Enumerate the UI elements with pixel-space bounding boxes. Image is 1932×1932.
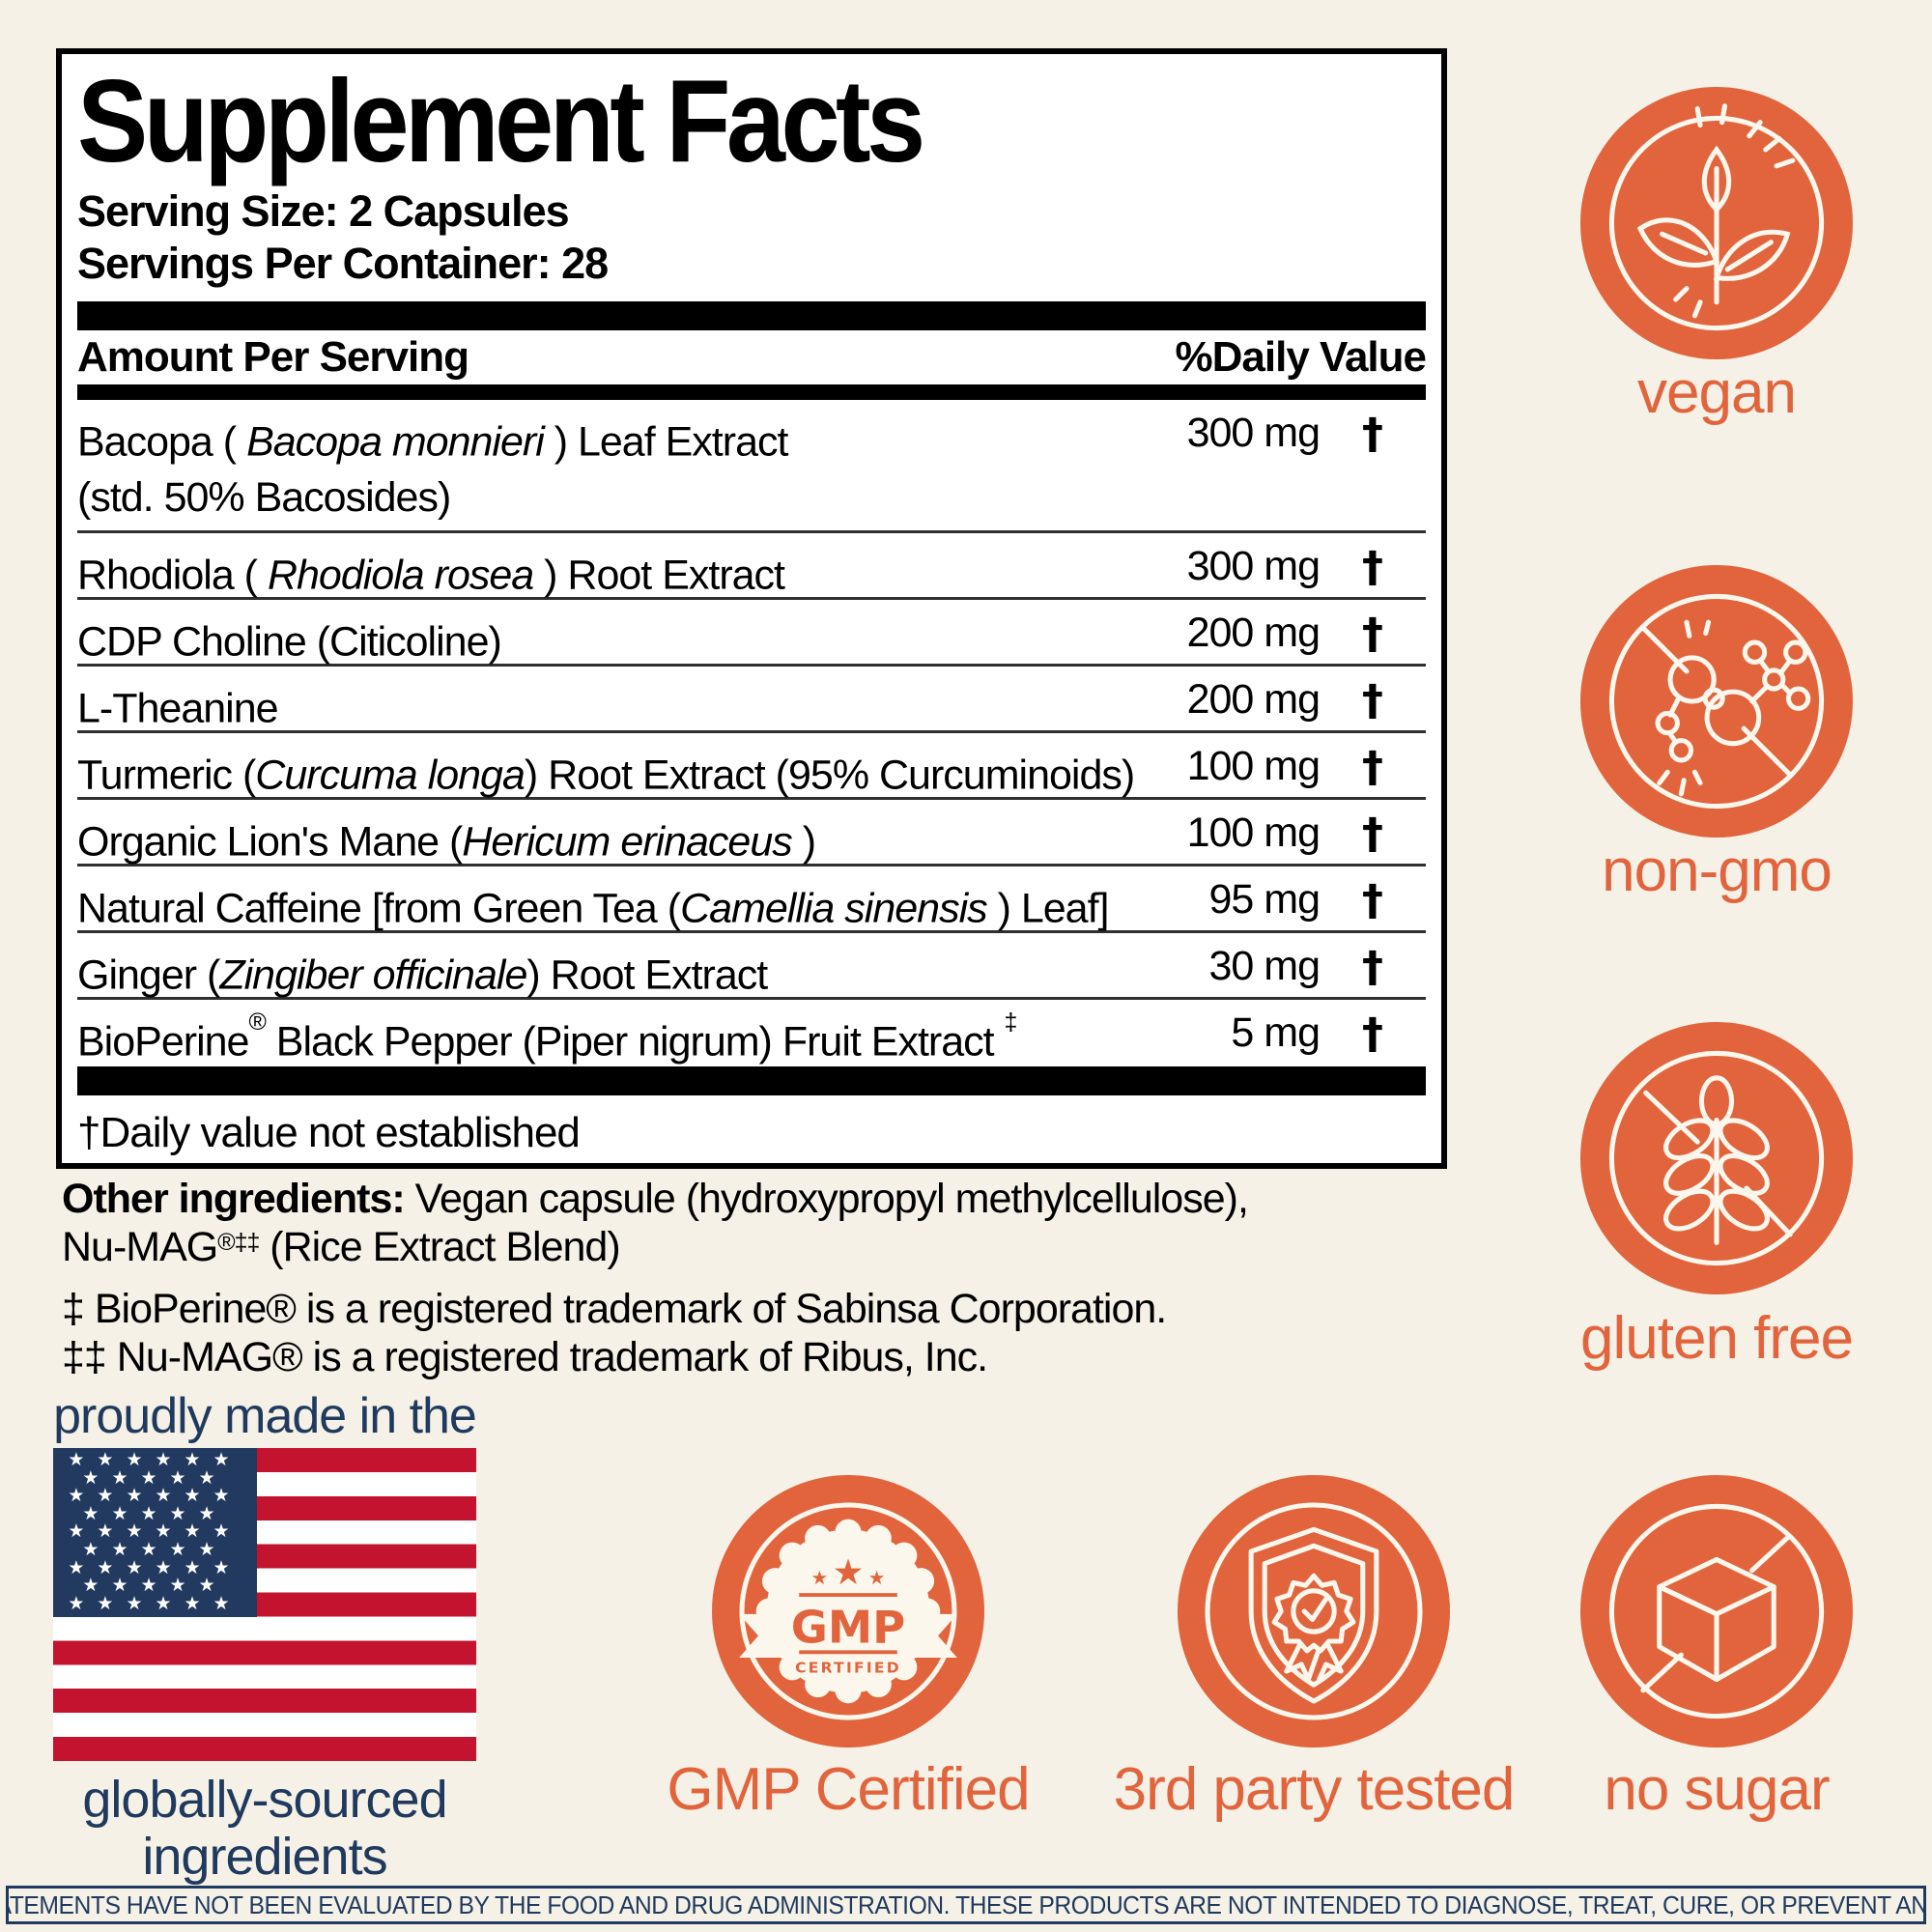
star-row: ★★★★★★ xyxy=(68,1556,242,1578)
servings-per-container: Servings Per Container: 28 xyxy=(77,239,609,288)
table-header: Amount Per Serving %Daily Value xyxy=(77,330,1427,384)
star-row: ★★★★★★ xyxy=(68,1449,242,1470)
ingredient-dv: † xyxy=(1362,610,1383,659)
ingredient-dv: † xyxy=(1362,810,1383,859)
table-row: Rhodiola ( Rhodiola rosea ) Root Extract… xyxy=(77,533,1426,600)
divider-bar-header xyxy=(77,384,1426,400)
ingredient-amount: 95 mg xyxy=(1208,876,1321,923)
daily-value-footnote: †Daily value not established xyxy=(77,1109,581,1156)
ingredient-dv: † xyxy=(1362,1009,1383,1059)
supplement-facts-panel: Supplement Facts Serving Size: 2 Capsule… xyxy=(56,48,1447,1169)
globally-sourced-text: globally-sourced ingredients xyxy=(82,1771,447,1887)
ingredient-amount: 100 mg xyxy=(1186,743,1321,789)
star-row: ★★★★★★ xyxy=(68,1520,242,1543)
ingredient-dv: † xyxy=(1362,676,1383,725)
ingredient-amount: 300 mg xyxy=(1186,543,1321,589)
table-row: BioPerine® Black Pepper (Piper nigrum) F… xyxy=(77,1000,1426,1066)
star-row: ★★★★★★ xyxy=(68,1485,242,1507)
table-row: Turmeric (Curcuma longa) Root Extract (9… xyxy=(77,733,1426,800)
no-sugar-label: no sugar xyxy=(1604,1756,1830,1823)
usa-flag: ★★★★★★ ★★★★★ ★★★★★★ ★★★★★ ★★★★★★ ★★★★★ ★… xyxy=(53,1448,476,1761)
no-sugar-badge xyxy=(1580,1475,1853,1747)
ingredient-amount: 200 mg xyxy=(1186,610,1321,656)
shield-ribbon-check-icon xyxy=(1178,1475,1450,1747)
no-sugar-cube-icon xyxy=(1580,1475,1853,1747)
flag-canton: ★★★★★★ ★★★★★ ★★★★★★ ★★★★★ ★★★★★★ ★★★★★ ★… xyxy=(53,1448,257,1617)
gmp-certified-label: GMP Certified xyxy=(667,1756,1030,1823)
supplement-facts-title: Supplement Facts xyxy=(77,55,925,186)
gluten-free-label: gluten free xyxy=(1580,1305,1854,1372)
ingredient-name: Organic Lion's Mane (Hericum erinaceus ) xyxy=(77,818,816,866)
ingredient-dv: † xyxy=(1362,543,1383,592)
ingredient-amount: 200 mg xyxy=(1186,676,1321,723)
ingredient-name: CDP Choline (Citicoline) xyxy=(77,618,502,666)
third-party-tested-label: 3rd party tested xyxy=(1113,1756,1516,1823)
ingredient-name: Rhodiola ( Rhodiola rosea ) Root Extract xyxy=(77,552,785,599)
column-amount-per-serving: Amount Per Serving xyxy=(77,333,469,381)
non-gmo-badge xyxy=(1580,565,1853,838)
table-row: Organic Lion's Mane (Hericum erinaceus )… xyxy=(77,800,1426,867)
star-row: ★★★★★ xyxy=(82,1502,228,1524)
ingredient-name: Ginger (Zingiber officinale) Root Extrac… xyxy=(77,952,768,999)
numag-trademark-note: ‡‡ Nu-MAG® is a registered trademark of … xyxy=(62,1334,988,1380)
table-row: CDP Choline (Citicoline) 200 mg † xyxy=(77,600,1426,667)
ingredient-name: L-Theanine xyxy=(77,685,279,732)
gmp-seal-icon: ★ ★ ★ GMP CERTIFIED xyxy=(712,1475,984,1747)
ingredient-name: Bacopa ( Bacopa monnieri ) Leaf Extract … xyxy=(77,410,1155,521)
ingredient-amount: 300 mg xyxy=(1186,410,1321,456)
vegan-badge xyxy=(1580,87,1853,359)
column-daily-value: %Daily Value xyxy=(1175,333,1427,381)
svg-text:★: ★ xyxy=(833,1551,865,1593)
serving-size: Serving Size: 2 Capsules xyxy=(77,186,570,236)
vegan-label: vegan xyxy=(1637,359,1797,426)
star-row: ★★★★★ xyxy=(82,1466,228,1489)
svg-text:CERTIFIED: CERTIFIED xyxy=(795,1659,901,1676)
other-ingredients-line1: Other ingredients: Vegan capsule (hydrox… xyxy=(62,1176,1249,1222)
table-row: Natural Caffeine [from Green Tea (Camell… xyxy=(77,867,1426,933)
ingredient-dv: † xyxy=(1362,743,1383,792)
gluten-free-badge xyxy=(1580,1022,1853,1294)
star-row: ★★★★★★ xyxy=(68,1592,242,1614)
ingredient-amount: 5 mg xyxy=(1231,1009,1321,1056)
fda-disclaimer-bar: *THESE STATEMENTS HAVE NOT BEEN EVALUATE… xyxy=(6,1886,1926,1924)
other-ingredients-line2: Nu-MAG®‡‡ (Rice Extract Blend) xyxy=(62,1224,621,1270)
bioperine-trademark-note: ‡ BioPerine® is a registered trademark o… xyxy=(62,1286,1167,1332)
table-row: Bacopa ( Bacopa monnieri ) Leaf Extract … xyxy=(77,400,1426,533)
ingredient-dv: † xyxy=(1362,943,1383,992)
no-molecule-icon xyxy=(1580,565,1853,838)
third-party-tested-badge xyxy=(1178,1475,1450,1747)
ingredient-name: Turmeric (Curcuma longa) Root Extract (9… xyxy=(77,752,1135,799)
ingredient-dv: † xyxy=(1362,876,1383,925)
divider-bar-top xyxy=(77,301,1426,330)
star-row: ★★★★★ xyxy=(82,1575,228,1597)
table-row: L-Theanine 200 mg † xyxy=(77,667,1426,733)
ingredient-subline: (std. 50% Bacosides) xyxy=(77,474,451,522)
ingredient-amount: 30 mg xyxy=(1208,943,1321,989)
ingredient-amount: 100 mg xyxy=(1186,810,1321,856)
other-ingredients: Other ingredients: Vegan capsule (hydrox… xyxy=(62,1175,1434,1381)
divider-bar-bottom xyxy=(77,1066,1426,1095)
ingredient-name: Natural Caffeine [from Green Tea (Camell… xyxy=(77,885,1109,932)
svg-text:GMP: GMP xyxy=(791,1601,906,1653)
fda-disclaimer-text: *THESE STATEMENTS HAVE NOT BEEN EVALUATE… xyxy=(9,1889,1923,1919)
table-row: Ginger (Zingiber officinale) Root Extrac… xyxy=(77,933,1426,1000)
ingredient-name: BioPerine® Black Pepper (Piper nigrum) F… xyxy=(77,1008,1017,1065)
non-gmo-label: non-gmo xyxy=(1602,838,1833,904)
ingredient-dv: † xyxy=(1362,410,1383,459)
svg-text:★: ★ xyxy=(811,1567,829,1589)
leaf-sprout-icon xyxy=(1580,87,1853,359)
star-row: ★★★★★ xyxy=(82,1538,228,1560)
svg-text:★: ★ xyxy=(868,1567,886,1589)
gmp-badge: ★ ★ ★ GMP CERTIFIED xyxy=(712,1475,984,1747)
no-wheat-icon xyxy=(1580,1022,1853,1294)
